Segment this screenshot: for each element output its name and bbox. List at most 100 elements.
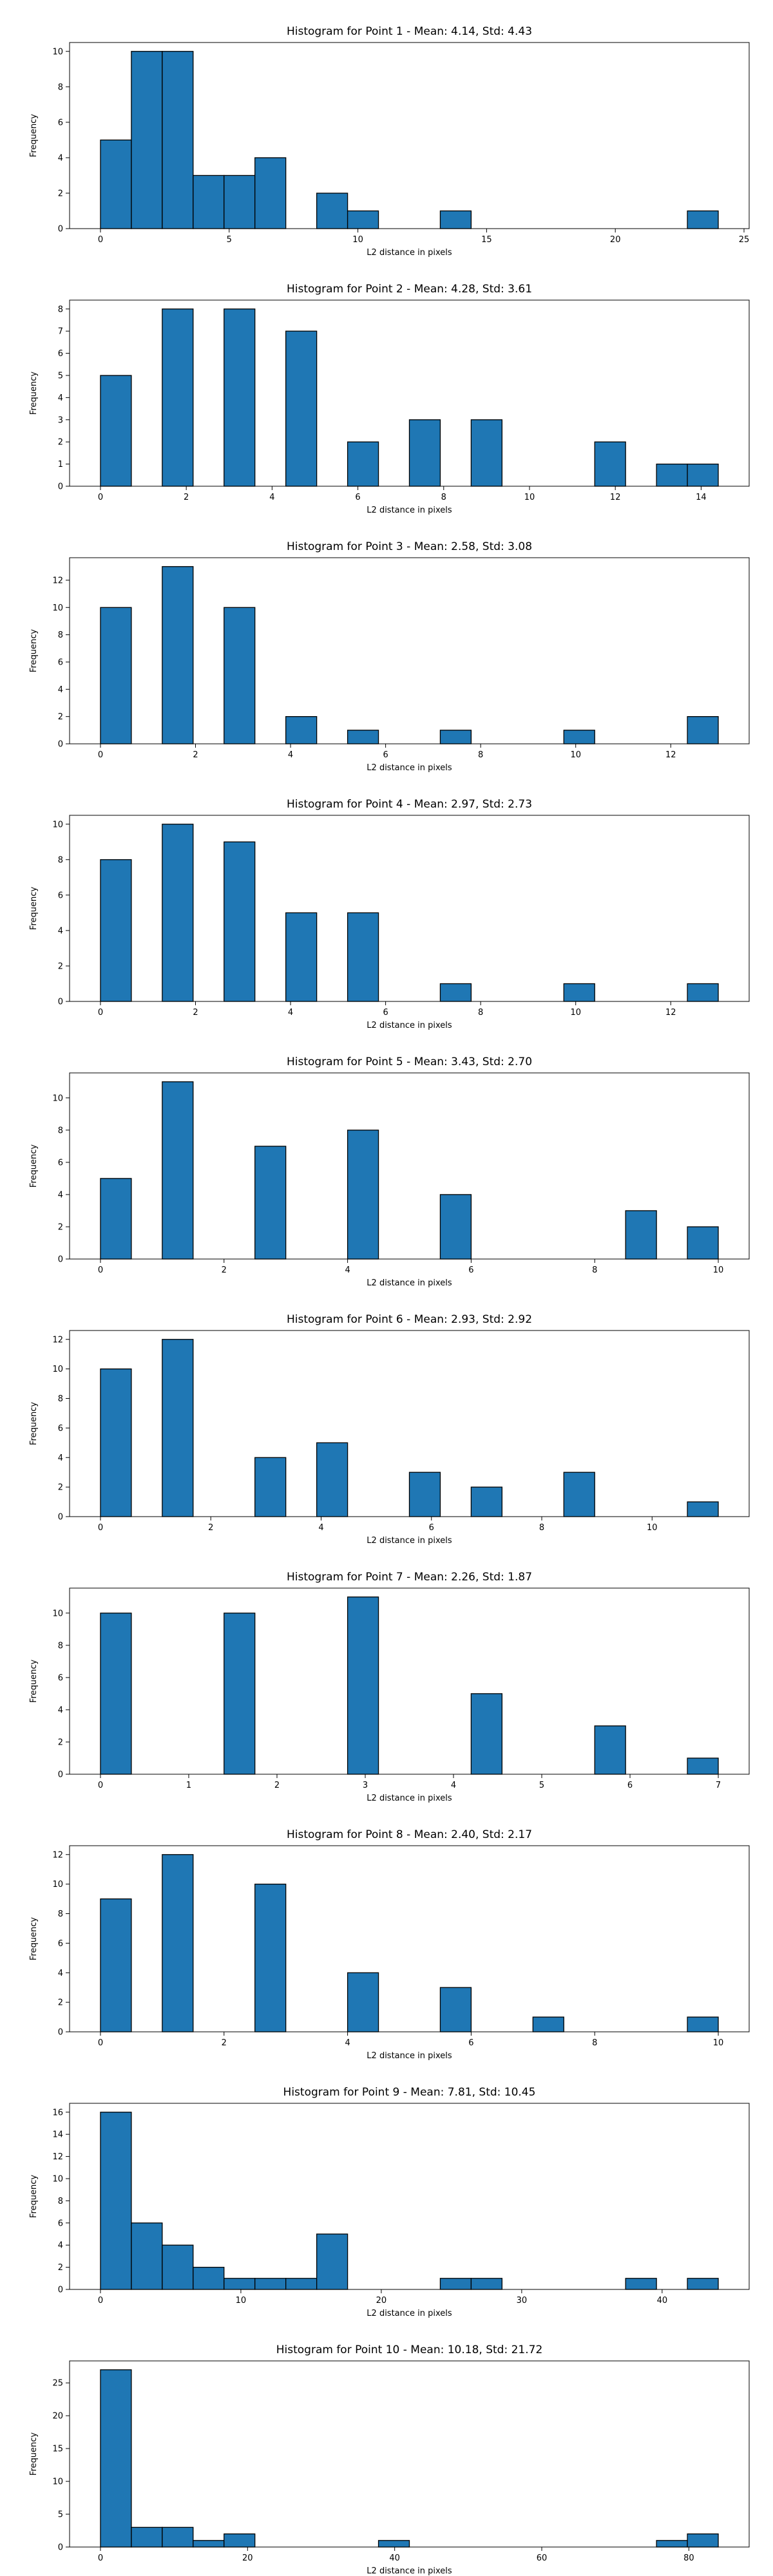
y-tick-label: 10 <box>52 1094 63 1103</box>
x-axis-label: L2 distance in pixels <box>367 1536 452 1546</box>
histogram-bar <box>347 1130 379 1260</box>
histogram-bar <box>439 983 472 1002</box>
x-tick-label: 4 <box>288 1008 293 1018</box>
y-tick-label: 4 <box>58 1705 63 1715</box>
y-tick-label: 6 <box>58 1939 63 1949</box>
y-tick-label: 10 <box>52 2174 63 2184</box>
y-tick-label: 10 <box>52 820 63 829</box>
axes-frame <box>69 299 750 487</box>
histogram-bar <box>439 1987 472 2032</box>
y-tick-label: 16 <box>52 2108 63 2117</box>
y-tick-label: 2 <box>58 1738 63 1747</box>
histogram-bar <box>193 2540 225 2548</box>
histogram-bar <box>224 308 256 487</box>
y-tick-label: 2 <box>58 1483 63 1493</box>
histogram-bar <box>439 730 472 744</box>
x-tick-label: 8 <box>539 1523 544 1533</box>
x-tick-label: 3 <box>363 1781 368 1790</box>
x-tick-label: 6 <box>468 2038 473 2048</box>
x-tick-label: 40 <box>657 2296 668 2306</box>
histogram-bar <box>439 2278 472 2290</box>
x-tick-label: 0 <box>98 1008 103 1018</box>
x-axis-label: L2 distance in pixels <box>367 248 452 258</box>
y-tick-label: 5 <box>58 371 63 381</box>
histogram-bar <box>687 1226 719 1260</box>
x-tick-label: 1 <box>186 1781 191 1790</box>
y-tick-label: 0 <box>58 740 63 750</box>
histogram-bar <box>285 330 318 487</box>
y-tick-label: 4 <box>58 153 63 163</box>
x-tick-label: 0 <box>98 2038 103 2048</box>
chart-title: Histogram for Point 9 - Mean: 7.81, Std:… <box>283 2086 536 2099</box>
axes-frame <box>69 1587 750 1775</box>
histogram-bar <box>254 1146 287 1260</box>
histogram-bar <box>687 463 719 487</box>
axes-frame <box>69 42 750 229</box>
histogram-bar <box>563 730 595 744</box>
histogram-bar <box>162 1339 194 1517</box>
histogram-panel-5: Histogram for Point 5 - Mean: 3.43, Std:… <box>29 1056 750 1288</box>
histogram-bar <box>470 419 503 487</box>
histogram-bar <box>439 1194 472 1260</box>
histogram-bar <box>594 1725 626 1775</box>
histogram-bar <box>100 375 132 487</box>
x-tick-label: 0 <box>98 1523 103 1533</box>
histogram-bar <box>687 716 719 744</box>
histogram-panel-4: Histogram for Point 4 - Mean: 2.97, Std:… <box>29 798 750 1030</box>
x-tick-label: 2 <box>222 1265 227 1275</box>
y-tick-label: 2 <box>58 712 63 722</box>
x-tick-label: 20 <box>242 2553 253 2563</box>
x-axis-label: L2 distance in pixels <box>367 506 452 515</box>
histogram-bar <box>100 1898 132 2032</box>
x-tick-label: 10 <box>570 1008 581 1018</box>
y-tick-label: 0 <box>58 1770 63 1780</box>
histogram-bar <box>347 1596 379 1775</box>
y-tick-label: 5 <box>58 2510 63 2520</box>
y-tick-label: 3 <box>58 415 63 425</box>
x-tick-label: 0 <box>98 493 103 502</box>
x-tick-label: 8 <box>592 1265 597 1275</box>
y-tick-label: 0 <box>58 482 63 492</box>
x-tick-label: 25 <box>739 235 750 245</box>
histogram-bar <box>687 210 719 229</box>
y-tick-label: 8 <box>58 1126 63 1135</box>
y-axis-label: Frequency <box>29 1917 39 1960</box>
y-tick-label: 12 <box>52 576 63 585</box>
histogram-panel-3: Histogram for Point 3 - Mean: 2.58, Std:… <box>29 540 750 773</box>
y-tick-label: 8 <box>58 305 63 314</box>
y-tick-label: 12 <box>52 1335 63 1345</box>
chart-title: Histogram for Point 5 - Mean: 3.43, Std:… <box>287 1056 532 1068</box>
histogram-bar <box>347 441 379 487</box>
histogram-bar <box>162 51 194 229</box>
axes-frame <box>69 815 750 1002</box>
histogram-bar <box>254 2278 287 2290</box>
x-axis-label: L2 distance in pixels <box>367 1794 452 1803</box>
histogram-panel-10: Histogram for Point 10 - Mean: 10.18, St… <box>29 2344 750 2576</box>
x-tick-label: 6 <box>627 1781 633 1790</box>
x-tick-label: 5 <box>539 1781 544 1790</box>
x-tick-label: 2 <box>184 493 189 502</box>
x-tick-label: 40 <box>389 2553 400 2563</box>
y-tick-label: 4 <box>58 1190 63 1200</box>
x-tick-label: 5 <box>227 235 232 245</box>
histogram-bar <box>687 1757 719 1775</box>
y-tick-label: 10 <box>52 1609 63 1618</box>
histogram-bar <box>347 1972 379 2032</box>
x-tick-label: 10 <box>713 2038 724 2048</box>
y-tick-label: 4 <box>58 685 63 695</box>
y-tick-label: 2 <box>58 1222 63 1232</box>
y-tick-label: 0 <box>58 2543 63 2553</box>
x-axis-label: L2 distance in pixels <box>367 763 452 773</box>
x-tick-label: 2 <box>193 750 198 760</box>
x-tick-label: 0 <box>98 2553 103 2563</box>
histogram-panel-7: Histogram for Point 7 - Mean: 2.26, Std:… <box>29 1571 750 1803</box>
y-axis-label: Frequency <box>29 1402 39 1445</box>
y-tick-label: 0 <box>58 998 63 1007</box>
histogram-bar <box>316 193 348 229</box>
chart-title: Histogram for Point 10 - Mean: 10.18, St… <box>276 2344 543 2356</box>
x-tick-label: 0 <box>98 2296 103 2306</box>
histogram-bar <box>347 210 379 229</box>
y-tick-label: 8 <box>58 2197 63 2206</box>
chart-title: Histogram for Point 8 - Mean: 2.40, Std:… <box>287 1828 532 1841</box>
axes-frame <box>69 1845 750 2032</box>
